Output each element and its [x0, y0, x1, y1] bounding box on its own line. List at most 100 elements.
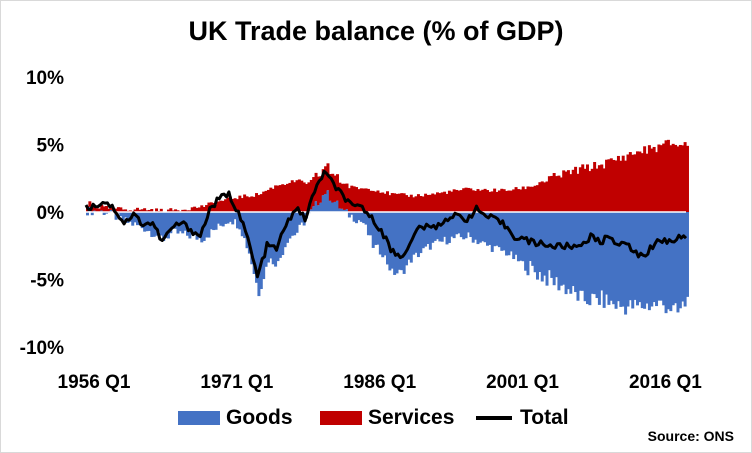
services-bar [440, 192, 444, 212]
services-bar [193, 206, 197, 212]
services-bar [252, 196, 256, 212]
services-bar [469, 188, 473, 212]
services-bar [524, 189, 528, 212]
goods-bar [416, 212, 420, 258]
services-bar [150, 209, 154, 212]
goods-bar [133, 212, 137, 223]
services-bar [359, 188, 363, 212]
goods-bar [274, 212, 278, 267]
goods-bar [364, 212, 368, 225]
goods-bar [564, 212, 568, 295]
services-bar [509, 190, 513, 212]
services-bar [395, 193, 399, 212]
goods-bar [493, 212, 497, 247]
services-bar [102, 206, 106, 212]
goods-bar [205, 212, 209, 238]
services-bar [247, 197, 251, 212]
goods-bar [669, 212, 673, 312]
goods-bar [188, 212, 192, 239]
services-bar [626, 154, 630, 212]
services-bar [555, 176, 559, 212]
services-bar [136, 207, 139, 212]
services-bar [645, 153, 649, 212]
services-bar [455, 189, 459, 212]
goods-bar [447, 212, 451, 243]
goods-bar [214, 212, 218, 230]
services-bar [243, 194, 247, 212]
services-bar [495, 191, 499, 212]
goods-bar [671, 212, 675, 306]
services-bar [431, 193, 435, 212]
services-bar [426, 194, 430, 212]
goods-bar [231, 212, 235, 225]
services-bar [419, 196, 423, 212]
goods-bar [457, 212, 461, 234]
goods-bar [195, 212, 199, 240]
services-bar [631, 154, 635, 212]
services-bar [147, 209, 151, 212]
source-note: Source: ONS [647, 428, 734, 444]
total-line-swatch [476, 416, 512, 420]
services-bar [297, 179, 301, 212]
goods-bar [686, 212, 689, 297]
goods-bar [650, 212, 654, 307]
y-tick-label: 5% [37, 136, 65, 157]
services-bar [188, 210, 192, 212]
goods-bar [616, 212, 620, 302]
goods-bar [90, 212, 94, 216]
services-bar [466, 187, 470, 212]
services-bar [364, 188, 368, 212]
goods-bar [290, 212, 294, 236]
services-bar [233, 198, 237, 212]
goods-bar [628, 212, 632, 301]
services-bar [352, 186, 356, 212]
goods-bar [633, 212, 637, 300]
legend-services: Services [320, 406, 454, 430]
services-bar [381, 192, 385, 212]
services-bar [240, 198, 244, 212]
services-bar [547, 176, 551, 212]
services-bar [97, 208, 101, 212]
services-bar [600, 164, 604, 212]
services-bar [459, 190, 463, 212]
services-bar [257, 195, 261, 212]
goods-bar [159, 212, 163, 236]
services-bar [176, 210, 180, 212]
goods-bar [228, 212, 232, 222]
services-bar [286, 183, 289, 212]
goods-bar [647, 212, 651, 311]
services-bar [602, 168, 606, 212]
goods-bar [324, 193, 328, 212]
services-bar [205, 205, 209, 212]
services-bar [516, 189, 520, 212]
services-bar [545, 181, 549, 212]
services-bar [255, 193, 259, 212]
goods-bar [464, 212, 468, 239]
goods-bar [374, 212, 378, 245]
goods-bar [662, 212, 666, 306]
services-bar [633, 154, 637, 212]
goods-bar [483, 212, 487, 243]
goods-bar [316, 205, 320, 212]
goods-bar [162, 212, 166, 242]
goods-bar [626, 212, 630, 307]
goods-bar [524, 212, 528, 271]
goods-bar [476, 212, 480, 245]
goods-bar [676, 212, 680, 313]
goods-bar [609, 212, 613, 301]
goods-bar [193, 212, 197, 235]
services-swatch [320, 411, 362, 425]
goods-bar [362, 212, 366, 224]
services-bar [202, 206, 206, 212]
goods-bar [462, 212, 466, 240]
goods-bar [276, 212, 280, 262]
goods-bar [326, 190, 330, 212]
services-bar [116, 207, 120, 212]
services-bar [543, 182, 547, 212]
services-bar [400, 193, 404, 212]
goods-bar [216, 212, 220, 224]
services-bar [447, 190, 451, 212]
goods-bar [643, 212, 647, 309]
services-bar [321, 169, 325, 196]
goods-bar [271, 212, 275, 265]
